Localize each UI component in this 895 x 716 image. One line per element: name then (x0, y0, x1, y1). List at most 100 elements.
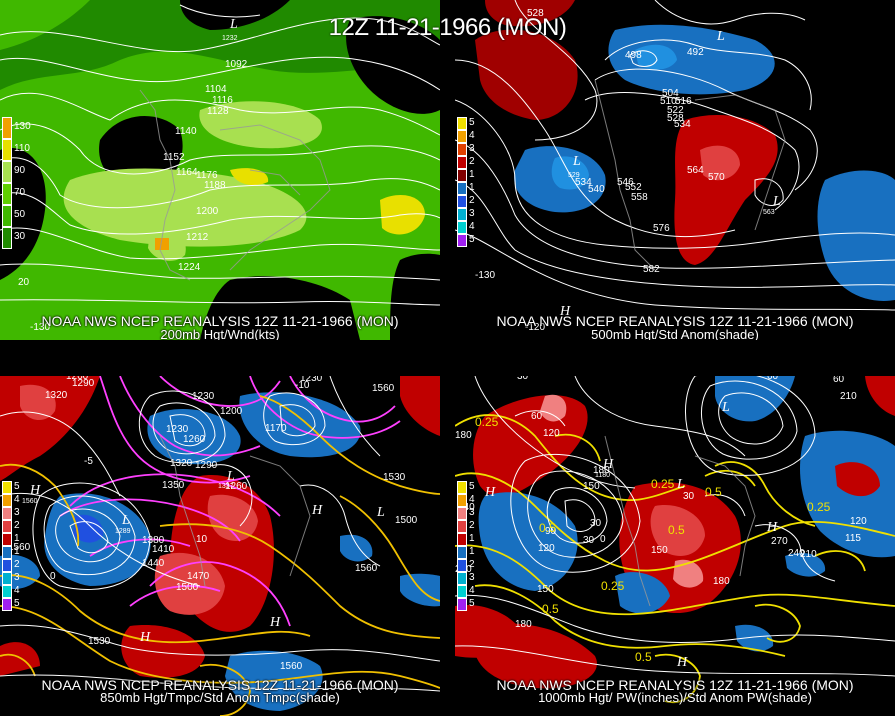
svg-text:-120: -120 (525, 322, 545, 333)
svg-text:H: H (766, 520, 778, 535)
svg-text:1289: 1289 (115, 528, 131, 535)
legend-swatch (2, 598, 12, 611)
legend-swatch (2, 520, 12, 533)
svg-text:0.5: 0.5 (668, 523, 685, 537)
legend-swatch (457, 117, 467, 130)
svg-text:1230: 1230 (192, 391, 215, 402)
svg-text:H: H (602, 457, 614, 472)
svg-text:563: 563 (763, 209, 775, 216)
svg-text:1212: 1212 (186, 232, 209, 243)
svg-text:1410: 1410 (152, 544, 175, 555)
svg-text:30: 30 (590, 518, 602, 529)
caption-200mb-line1: NOAA NWS NCEP REANALYSIS 12Z 11-21-1966 … (41, 313, 399, 329)
svg-text:-5: -5 (84, 456, 93, 467)
svg-text:60: 60 (833, 376, 845, 385)
svg-text:0.25: 0.25 (475, 415, 499, 429)
legend-swatch (457, 546, 467, 559)
legend-label: 2 (14, 520, 20, 531)
svg-text:210: 210 (800, 549, 817, 560)
legend-swatch (2, 494, 12, 507)
legend-label: 4 (469, 585, 475, 596)
svg-text:1188: 1188 (204, 180, 226, 191)
svg-text:115: 115 (845, 533, 861, 544)
legend-label: 4 (469, 494, 475, 505)
svg-text:528: 528 (527, 8, 544, 19)
svg-text:0.5: 0.5 (635, 650, 652, 664)
legend-label: 30 (14, 231, 26, 242)
svg-text:150: 150 (583, 481, 600, 492)
legend-label: 1 (469, 546, 475, 557)
svg-text:492: 492 (687, 47, 704, 58)
svg-text:60: 60 (531, 411, 543, 422)
svg-text:0: 0 (50, 571, 56, 582)
legend-label: 70 (14, 187, 26, 198)
legend-swatch (2, 227, 12, 249)
svg-text:1176: 1176 (196, 170, 218, 181)
legend-swatch (2, 161, 12, 183)
legend-label: 5 (14, 481, 20, 492)
svg-text:564: 564 (687, 165, 704, 176)
svg-text:534: 534 (575, 177, 592, 188)
legend-label: 90 (14, 165, 26, 176)
svg-text:1230: 1230 (300, 376, 323, 384)
caption-500mb-line2: 500mb Hgt/Std Anom(shade) (591, 327, 759, 340)
caption-850mb-line1: NOAA NWS NCEP REANALYSIS 12Z 11-21-1966 … (41, 677, 399, 693)
svg-text:1230: 1230 (166, 424, 189, 435)
svg-text:H: H (269, 615, 281, 630)
legend-label: 5 (469, 117, 475, 128)
svg-text:180: 180 (713, 576, 730, 587)
svg-text:-10: -10 (295, 380, 310, 391)
svg-text:528: 528 (667, 113, 684, 124)
legend-swatch (457, 208, 467, 221)
legend-label: 5 (469, 598, 475, 609)
svg-text:1320: 1320 (170, 458, 193, 469)
panel-500mb: 528 498 492 504 510 516 522 528 534 534 … (455, 0, 895, 340)
legend-label: 4 (469, 130, 475, 141)
svg-text:1128: 1128 (207, 106, 229, 117)
svg-text:0.25: 0.25 (807, 500, 831, 514)
legend-label: 1 (14, 533, 20, 544)
svg-text:1560: 1560 (8, 542, 31, 553)
svg-text:582: 582 (643, 264, 660, 275)
svg-text:529: 529 (568, 172, 580, 179)
svg-text:552: 552 (625, 182, 642, 193)
svg-text:1224: 1224 (178, 262, 201, 273)
legend-swatch (457, 130, 467, 143)
legend-label: 3 (469, 507, 475, 518)
svg-text:1232: 1232 (222, 35, 238, 42)
legend-label: 3 (469, 143, 475, 154)
legend-swatch (457, 520, 467, 533)
svg-text:0.5: 0.5 (705, 485, 722, 499)
svg-text:180: 180 (455, 430, 472, 441)
svg-text:534: 534 (674, 119, 691, 130)
svg-text:60: 60 (767, 376, 779, 382)
svg-text:H: H (311, 503, 323, 518)
legend-label: 3 (469, 572, 475, 583)
legend-swatch (457, 533, 467, 546)
caption-850mb-line2: 850mb Hgt/Tmpc/Std Anom Tmpc(shade) (100, 690, 340, 705)
legend-label: 5 (469, 234, 475, 245)
svg-text:180: 180 (515, 619, 532, 630)
legend-label: 1 (469, 182, 475, 193)
svg-text:180: 180 (593, 465, 610, 476)
svg-text:1290: 1290 (72, 378, 95, 389)
svg-text:1500: 1500 (395, 515, 418, 526)
map-200mb: 1092 1104 1116 1128 1140 1152 1164 1176 … (0, 0, 440, 340)
legend-swatch (2, 139, 12, 161)
svg-text:H: H (676, 655, 688, 670)
svg-text:1092: 1092 (225, 59, 248, 70)
legend-swatch (457, 182, 467, 195)
legend-label: 2 (469, 195, 475, 206)
svg-text:120: 120 (543, 428, 560, 439)
legend-swatch (457, 195, 467, 208)
legend-swatch (2, 183, 12, 205)
svg-text:1140: 1140 (175, 126, 197, 137)
svg-text:540: 540 (588, 184, 605, 195)
legend-swatch (457, 221, 467, 234)
legend-label: 1 (14, 546, 20, 557)
svg-text:20: 20 (18, 277, 30, 288)
legend-label: 130 (14, 121, 31, 132)
legend-label: 2 (14, 559, 20, 570)
legend-swatch (2, 585, 12, 598)
svg-text:H: H (559, 304, 571, 319)
